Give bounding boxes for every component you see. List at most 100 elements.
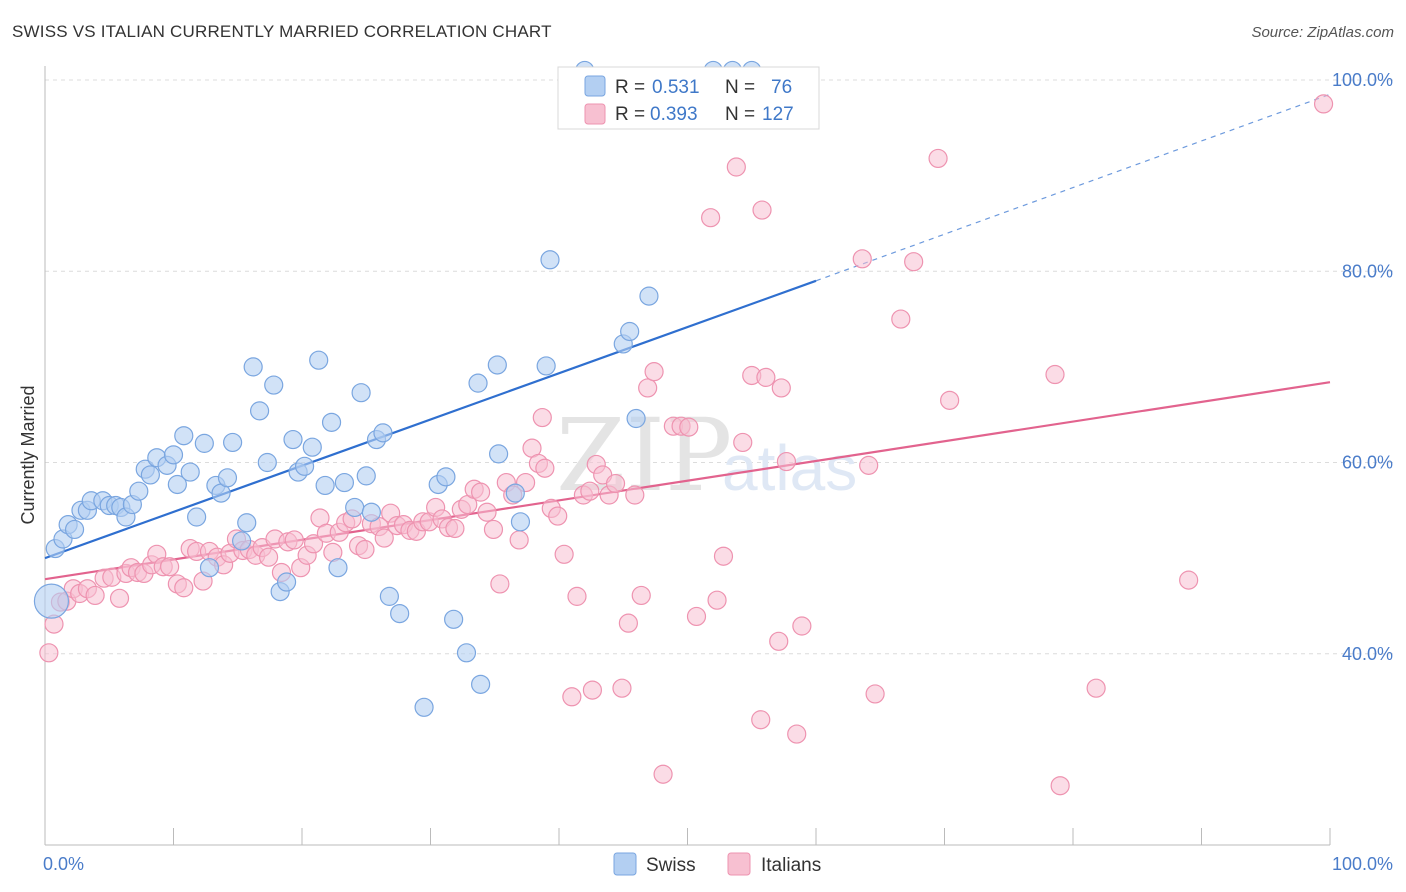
swiss-point-41 [302, 437, 322, 457]
swiss-point-42 [309, 350, 329, 370]
italian-point-78 [548, 506, 568, 526]
bottom-legend: Swiss Italians [613, 852, 821, 876]
legend-r-label-1: R = [615, 77, 645, 98]
italian-point-37 [284, 530, 304, 550]
legend-n-value-1: 76 [771, 77, 792, 98]
x-tick-label-1: 100.0% [1332, 854, 1393, 874]
italian-point-91 [631, 585, 651, 606]
bottom-legend-swatch-italians [727, 852, 751, 876]
swiss-point-45 [328, 558, 348, 578]
swiss-point-47 [345, 497, 365, 518]
italian-point-97 [679, 417, 699, 437]
swiss-point-57 [414, 697, 434, 717]
swiss-point-62 [487, 355, 507, 375]
italian-point-101 [713, 546, 734, 566]
swiss-point-61 [471, 674, 491, 694]
swiss-point-33 [249, 401, 270, 421]
source-credit: Source: ZipAtlas.com [1251, 24, 1394, 41]
swiss-point-60 [468, 373, 488, 393]
swiss-trend-line-extension [815, 93, 1331, 282]
italian-point-99 [701, 208, 721, 228]
italian-point-117 [904, 252, 924, 272]
italian-point-79 [554, 544, 574, 564]
swiss-point-35 [264, 375, 284, 395]
italian-point-107 [756, 367, 776, 387]
italian-point-92 [638, 378, 658, 398]
swiss-point-70 [626, 408, 646, 429]
swiss-point-52 [373, 423, 393, 443]
italian-point-10 [109, 588, 130, 608]
legend-r-label-2: R = [615, 104, 645, 125]
swiss-point-16 [140, 465, 160, 485]
italian-point-48 [355, 539, 375, 560]
swiss-point-59 [456, 643, 477, 663]
swiss-point-14 [129, 481, 149, 501]
italian-point-81 [567, 586, 587, 606]
italian-point-111 [787, 724, 807, 744]
swiss-point-21 [174, 426, 194, 446]
swiss-point-48 [351, 383, 371, 403]
y-tick-label-1: 60.0% [1342, 453, 1393, 473]
legend-n-value-2: 127 [762, 104, 794, 125]
swiss-point-50 [361, 502, 381, 522]
chart-title: SWISS VS ITALIAN CURRENTLY MARRIED CORRE… [12, 22, 552, 41]
italian-point-89 [618, 613, 638, 633]
y-tick-label-3: 100.0% [1332, 70, 1393, 90]
italian-point-51 [374, 528, 394, 548]
italian-point-114 [859, 455, 879, 475]
swiss-point-4 [64, 519, 85, 540]
italian-point-33 [258, 547, 279, 567]
swiss-trend-line [44, 279, 817, 560]
legend-r-value-1: 0.531 [652, 77, 700, 98]
legend-n-label-1: N = [725, 77, 755, 98]
italian-point-125 [582, 680, 603, 700]
swiss-point-54 [390, 603, 410, 624]
italian-point-69 [490, 574, 510, 594]
legend-swatch-italians [584, 103, 606, 125]
swiss-point-0 [33, 583, 70, 619]
italian-point-68 [483, 519, 504, 540]
swiss-point-29 [223, 432, 243, 453]
swiss-point-31 [237, 513, 257, 533]
swiss-point-66 [536, 356, 556, 376]
legend-swatch-swiss [584, 75, 606, 97]
swiss-point-19 [163, 445, 184, 465]
italian-point-115 [865, 684, 885, 704]
italian-point-105 [751, 710, 771, 730]
y-tick-label-0: 40.0% [1342, 644, 1393, 664]
swiss-point-58 [444, 609, 464, 629]
swiss-point-46 [334, 472, 355, 493]
italian-point-76 [535, 458, 555, 478]
italian-point-20 [174, 578, 194, 598]
swiss-point-37 [276, 572, 297, 592]
italian-point-72 [509, 530, 529, 550]
swiss-point-63 [489, 444, 509, 464]
italian-point-90 [625, 485, 645, 505]
italian-point-120 [1045, 364, 1065, 385]
italian-point-112 [792, 616, 812, 636]
y-tick-label-2: 80.0% [1342, 261, 1393, 281]
italian-point-66 [471, 482, 491, 502]
swiss-point-23 [187, 507, 207, 527]
swiss-point-44 [321, 412, 342, 432]
swiss-point-67 [540, 250, 560, 270]
swiss-point-24 [194, 433, 214, 453]
italian-point-110 [776, 451, 797, 472]
bottom-legend-swatch-swiss [613, 852, 637, 876]
italian-point-103 [733, 432, 753, 453]
italian-point-118 [928, 148, 948, 169]
tick-labels: 40.0% 60.0% 80.0% 100.0% 0.0% 100.0% [43, 70, 1393, 874]
axes [44, 66, 1331, 846]
swiss-point-71 [639, 286, 659, 306]
italian-point-108 [769, 631, 789, 651]
italian-point-113 [852, 249, 872, 269]
italian-point-119 [940, 390, 960, 410]
swiss-point-53 [379, 586, 399, 606]
italian-point-80 [562, 687, 582, 707]
top-legend: R = 0.531 N = 76 R = 0.393 N = 127 [557, 66, 820, 130]
swiss-point-56 [436, 467, 456, 487]
italian-point-123 [1179, 570, 1199, 590]
italian-point-124 [1313, 94, 1334, 114]
swiss-point-43 [315, 475, 335, 496]
